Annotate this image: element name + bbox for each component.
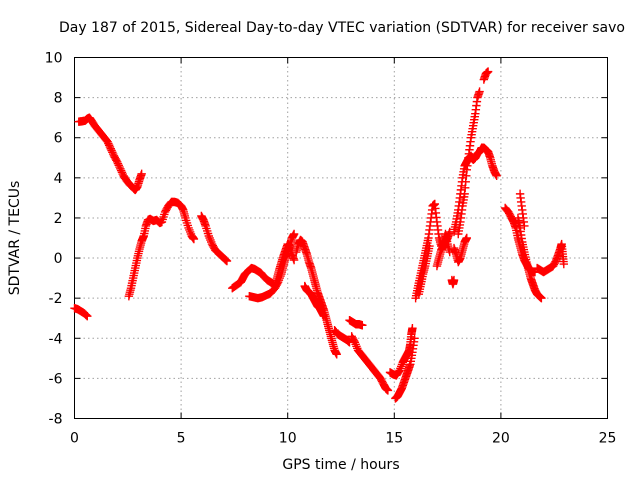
data-point [189, 234, 199, 244]
y-tick-label: 10 [45, 51, 63, 67]
data-point [520, 221, 529, 231]
x-tick-label: 20 [492, 431, 510, 447]
series-seg8 [292, 235, 341, 359]
plot-frame [74, 57, 608, 419]
series-seg16 [414, 241, 434, 299]
data-point [289, 255, 299, 265]
series-seg1 [70, 303, 92, 321]
series-seg7 [270, 239, 299, 291]
data-point [358, 321, 367, 330]
x-tick-label: 15 [385, 431, 403, 447]
data-point [462, 233, 471, 243]
data-point [492, 171, 501, 181]
data-point [289, 229, 299, 239]
x-tick-label: 0 [70, 431, 79, 447]
data-point [394, 367, 404, 376]
y-tick-labels: -8 -6 -4 -2 0 2 4 6 8 10 [45, 51, 63, 428]
data-point [408, 324, 417, 333]
y-axis-label: SDTVAR / TECUs [7, 181, 23, 296]
chart-title: Day 187 of 2015, Sidereal Day-to-day VTE… [59, 20, 625, 36]
series-seg18 [447, 275, 459, 289]
series-seg26 [532, 239, 568, 277]
data-point [349, 336, 359, 345]
data-point [537, 293, 546, 303]
series-seg2 [74, 113, 146, 195]
y-tick-label: -8 [49, 412, 63, 428]
data-point [475, 87, 484, 96]
data-point [410, 334, 419, 343]
y-tick-label: 4 [54, 171, 63, 187]
y-tick-label: -6 [49, 371, 63, 387]
data-points [70, 67, 568, 403]
axis-ticks [74, 57, 608, 419]
y-tick-label: 8 [54, 91, 63, 107]
data-point [319, 312, 329, 321]
x-tick-label: 5 [177, 431, 186, 447]
series-seg21 [454, 87, 484, 239]
y-tick-label: -4 [49, 331, 63, 347]
series-seg14 [391, 334, 419, 403]
data-point [81, 310, 90, 319]
y-tick-label: 2 [54, 211, 63, 227]
data-point [383, 386, 393, 395]
series-seg11 [345, 316, 367, 330]
data-point [425, 241, 434, 251]
series-seg19 [449, 233, 471, 267]
series-seg22 [479, 67, 493, 84]
data-point [83, 312, 92, 321]
series-seg3 [124, 197, 199, 301]
y-tick-label: 0 [54, 251, 63, 267]
data-point [222, 256, 232, 266]
data-point [559, 259, 568, 269]
data-point [82, 311, 91, 320]
data-point [483, 67, 493, 76]
data-point [332, 350, 341, 359]
series-seg12 [347, 332, 393, 395]
series-seg17 [432, 227, 454, 271]
data-point [449, 275, 459, 285]
x-axis-label: GPS time / hours [282, 457, 399, 473]
x-tick-label: 10 [279, 431, 297, 447]
data-point [112, 156, 121, 165]
series-seg25 [515, 189, 529, 231]
series-seg9 [300, 281, 329, 321]
y-tick-label: 6 [54, 131, 63, 147]
series-seg23 [500, 203, 540, 277]
x-tick-labels: 0 5 10 15 20 25 [70, 431, 616, 447]
x-tick-label: 25 [599, 431, 617, 447]
series-seg4 [197, 211, 232, 266]
y-tick-label: -2 [49, 291, 63, 307]
series-seg24 [513, 213, 546, 303]
series-seg5 [228, 263, 279, 293]
grid-lines [74, 57, 608, 419]
data-point [137, 169, 146, 179]
